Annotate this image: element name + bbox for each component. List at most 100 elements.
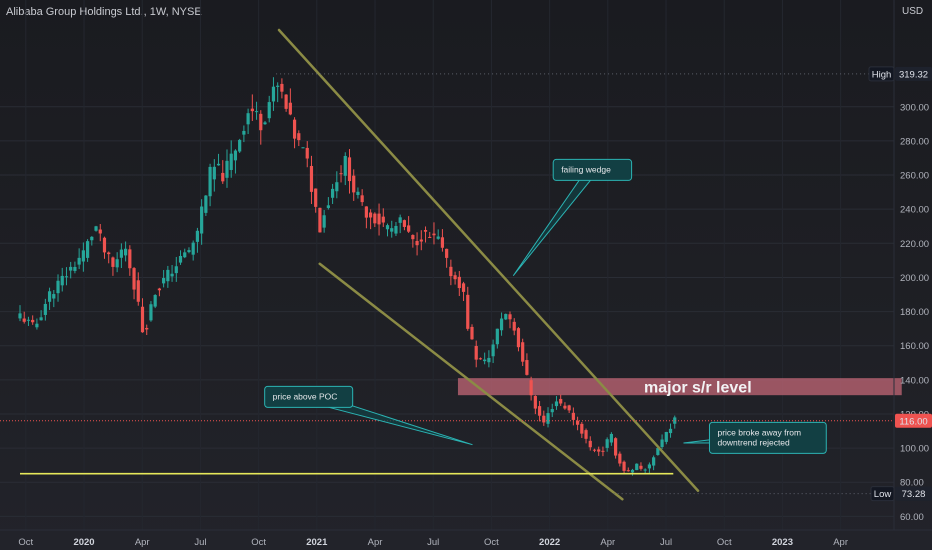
candle-body [35,323,39,328]
candle-body [584,430,588,439]
candle-body [98,229,102,234]
candle-body [305,147,309,159]
y-tick-label: 240.00 [900,205,929,216]
candle-body [314,188,318,207]
candle-body [339,173,343,175]
y-tick-label: 200.00 [900,273,929,284]
y-tick-label: 80.00 [900,478,924,489]
candle-body [119,249,123,258]
currency-label: USD [902,6,924,17]
y-tick-label: 180.00 [900,307,929,318]
candle-body [280,83,284,92]
callout-text: price broke away from downtrend rejected [717,427,801,447]
candle-body [102,237,107,253]
wedge-upper-line [277,28,700,493]
candle-body [571,412,575,420]
candle-body [81,250,85,262]
low-value: 73.28 [902,489,926,500]
candle-body [373,213,377,224]
candle-body [647,464,652,469]
candle-body [254,111,259,113]
candle-body [407,225,411,232]
candle-body [398,217,402,223]
chart-title: Alibaba Group Holdings Ltd., 1W, NYSE [6,6,202,18]
candles-layer [18,77,677,476]
y-tick-label: 140.00 [900,375,929,386]
candle-body [69,266,73,271]
candle-body [330,188,335,198]
candle-body [605,439,609,448]
candle-body [356,191,360,195]
candle-body [94,226,98,231]
candle-body [597,449,601,452]
candle-body [466,294,470,329]
candle-body [322,215,326,228]
candle-body [360,195,364,203]
candle-body [592,449,597,451]
price-badges: High 319.32 Low 73.28 116.00 [868,66,932,502]
callout-box [552,158,633,181]
annotation-layer: failing wedge price above POC price broke … [264,158,827,454]
candle-body [149,304,153,321]
candle-body [377,213,381,225]
candle-body [449,266,453,277]
candle-body [26,319,31,321]
candle-body [601,450,605,452]
x-tick-label: Jul [660,537,672,548]
x-tick-label: 2021 [306,537,328,548]
high-value-box [895,66,932,81]
x-tick-label: 2022 [539,537,560,548]
candle-body [347,157,352,182]
candle-body [56,280,60,294]
time-axis: Oct 2020 Apr Jul Oct 2021 Apr Jul Oct 2022 Apr Jul O… [18,537,848,548]
candle-body [516,328,521,348]
candle-body [529,380,533,396]
candle-body [495,328,499,345]
y-tick-label: 220.00 [900,239,929,250]
x-tick-label: Apr [833,537,848,548]
candle-body [550,409,554,413]
candle-body [546,413,550,424]
candle-body [411,235,415,240]
candle-body [656,448,660,455]
candle-body [107,252,111,255]
x-tick-label: Oct [484,537,499,548]
candle-body [673,417,677,424]
candle-body [309,165,314,192]
candle-body [200,206,204,234]
candle-body [533,395,537,409]
candle-body [145,327,149,330]
candle-body [478,358,483,360]
y-tick-label: 260.00 [900,171,929,182]
candle-body [288,102,292,115]
candle-body [132,268,136,290]
callout-text-line: price above POC [273,391,338,401]
callout-text: failing wedge [561,164,611,174]
candle-body [461,283,466,292]
high-value: 319.32 [899,69,928,80]
callout-text-line: downtrend rejected [717,437,790,447]
sr-zone-layer: major s/r level [457,378,902,397]
candle-body [453,275,457,280]
candle-body [423,230,428,232]
candle-body [326,205,330,208]
candle-body [292,119,297,139]
candle-body [208,166,212,197]
candle-body [457,276,461,289]
candle-body [31,319,35,323]
x-tick-label: Jul [194,537,206,548]
candle-body [381,216,385,223]
candle-body [39,317,43,321]
callout-text-line: failing wedge [561,164,611,174]
x-tick-label: Apr [135,537,150,548]
candle-body [18,313,22,319]
x-tick-label: Apr [368,537,383,548]
candle-body [622,461,626,471]
last-price-value: 116.00 [899,416,927,427]
candle-body [47,291,52,302]
candle-body [43,303,47,315]
candle-body [238,139,242,152]
candle-body [335,182,339,192]
candle-body [212,166,216,180]
